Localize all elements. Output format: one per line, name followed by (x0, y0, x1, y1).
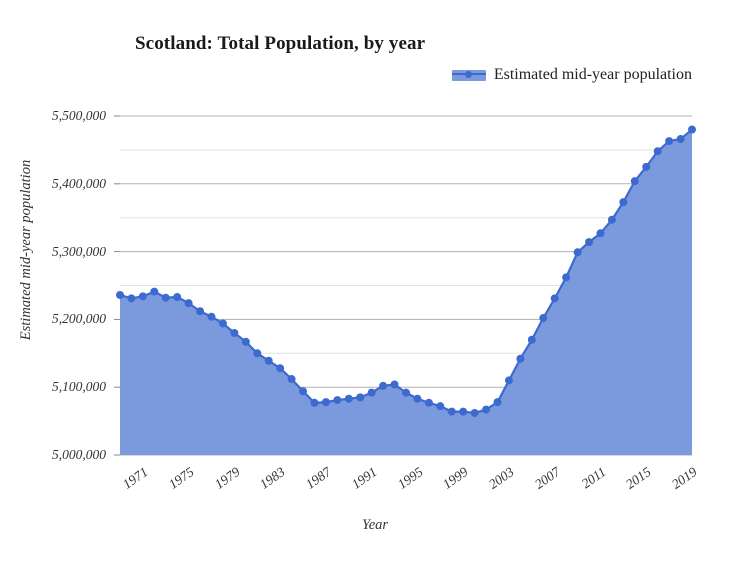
axis-tick-marks (114, 115, 120, 456)
data-point (333, 396, 342, 405)
data-point (676, 135, 685, 144)
data-point-markers (116, 125, 696, 417)
legend-label: Estimated mid-year population (493, 66, 692, 83)
y-tick-label: 5,400,000 (52, 175, 106, 191)
y-tick-label: 5,300,000 (52, 243, 106, 259)
data-point (127, 294, 136, 303)
area-fill (120, 129, 692, 455)
data-point (504, 376, 513, 385)
data-point (470, 408, 479, 417)
data-point (402, 388, 410, 397)
data-point (607, 215, 616, 224)
data-point (116, 290, 124, 299)
data-point (344, 394, 353, 403)
data-point (630, 177, 639, 186)
y-tick-label: 5,200,000 (52, 311, 106, 327)
data-point (218, 319, 227, 328)
data-point (241, 337, 250, 346)
chart-legend: Estimated mid-year population (451, 66, 692, 84)
data-point (253, 349, 262, 358)
data-point (516, 354, 525, 363)
data-point (379, 381, 388, 390)
data-point (173, 293, 182, 302)
x-axis-title: Year (361, 517, 389, 533)
data-point (321, 398, 330, 407)
data-point (390, 380, 399, 389)
data-point (642, 162, 651, 171)
data-point (527, 335, 536, 344)
data-point (424, 398, 433, 407)
data-point (138, 292, 147, 301)
data-point (161, 293, 170, 302)
y-tick-label: 5,500,000 (52, 108, 106, 123)
data-point (436, 402, 445, 411)
y-tick-label: 5,100,000 (52, 379, 106, 395)
data-point (573, 248, 582, 257)
data-point (550, 294, 559, 303)
data-point (299, 387, 308, 396)
data-point (310, 398, 319, 407)
data-point (482, 405, 491, 414)
data-point (688, 125, 696, 134)
data-point (230, 328, 239, 337)
data-point (459, 407, 468, 416)
data-point (196, 307, 205, 316)
data-point (585, 238, 594, 247)
data-point (665, 137, 674, 146)
data-point (413, 394, 422, 403)
data-point (184, 299, 193, 308)
data-point (653, 147, 662, 156)
data-point (562, 273, 571, 282)
y-tick-label: 5,000,000 (52, 447, 106, 462)
data-point (150, 287, 159, 296)
data-point (287, 375, 296, 384)
data-point (539, 314, 548, 323)
chart-title: Scotland: Total Population, by year (135, 33, 426, 54)
data-point (207, 312, 216, 321)
data-point (493, 398, 502, 407)
data-point (619, 198, 628, 207)
legend-swatch-icon (451, 69, 486, 81)
data-point (356, 393, 365, 402)
data-point (367, 388, 376, 397)
data-point (447, 407, 456, 416)
data-point (276, 364, 285, 373)
data-point (596, 229, 605, 238)
data-point (264, 356, 273, 365)
